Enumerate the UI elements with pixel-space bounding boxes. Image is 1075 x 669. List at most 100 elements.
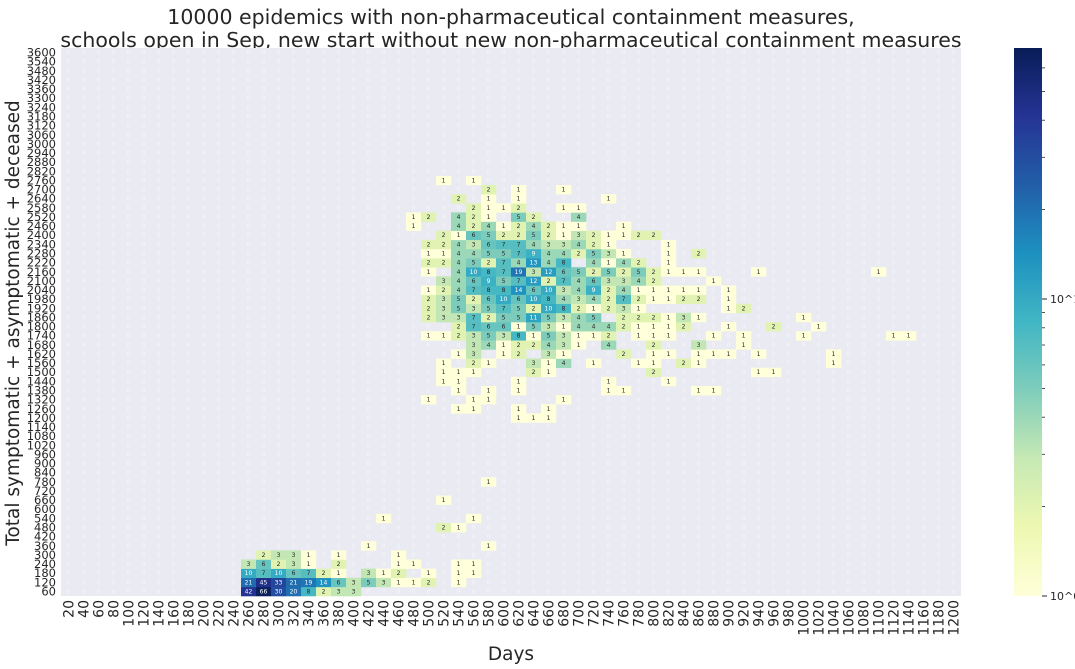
empty-cell-label: 0 [172,333,176,340]
empty-cell-label: 0 [172,232,176,239]
empty-cell-label: 0 [757,497,761,504]
empty-cell-label: 0 [907,451,911,458]
empty-cell-label: 0 [682,196,686,203]
empty-cell-label: 0 [877,86,881,93]
empty-cell-label: 0 [817,196,821,203]
empty-cell-label: 0 [592,433,596,440]
empty-cell-label: 0 [262,278,266,285]
empty-cell-label: 0 [367,333,371,340]
cell-value-label: 1 [562,187,566,194]
empty-cell-label: 0 [232,424,236,431]
empty-cell-label: 0 [97,305,101,312]
empty-cell-label: 0 [877,150,881,157]
empty-cell-label: 0 [472,378,476,385]
empty-cell-label: 0 [907,95,911,102]
empty-cell-label: 0 [727,506,731,513]
empty-cell-label: 0 [172,415,176,422]
cell-value-label: 3 [562,314,566,321]
cell-value-label: 8 [487,287,491,294]
empty-cell-label: 0 [802,406,806,413]
cell-value-label: 1 [697,314,701,321]
empty-cell-label: 0 [937,123,941,130]
empty-cell-label: 0 [862,525,866,532]
empty-cell-label: 0 [247,260,251,267]
empty-cell-label: 0 [922,205,926,212]
cell-value-label: 10 [275,570,283,577]
empty-cell-label: 0 [232,324,236,331]
empty-cell-label: 0 [202,497,206,504]
heatmap-cell [646,312,662,323]
heatmap-cell [421,212,437,222]
heatmap-cell [571,221,587,231]
cell-value-label: 1 [547,360,551,367]
empty-cell-label: 0 [802,479,806,486]
empty-cell-label: 0 [202,77,206,84]
heatmap-cell [631,294,647,305]
empty-cell-label: 0 [847,515,851,522]
y-tick-label: 300 [34,548,56,562]
heatmap-cell [571,212,587,222]
empty-cell-label: 0 [892,95,896,102]
empty-cell-label: 0 [712,86,716,93]
empty-cell-label: 0 [427,77,431,84]
empty-cell-label: 0 [187,132,191,139]
cell-value-label: 6 [562,269,566,276]
empty-cell-label: 0 [907,287,911,294]
empty-cell-label: 0 [577,177,581,184]
empty-cell-label: 0 [667,150,671,157]
empty-cell-label: 0 [337,114,341,121]
empty-cell-label: 0 [727,214,731,221]
empty-cell-label: 0 [682,68,686,75]
empty-cell-label: 0 [457,342,461,349]
empty-cell-label: 0 [937,86,941,93]
empty-cell-label: 0 [277,104,281,111]
cell-value-label: 1 [877,269,881,276]
empty-cell-label: 0 [487,132,491,139]
empty-cell-label: 0 [277,342,281,349]
empty-cell-label: 0 [142,561,146,568]
empty-cell-label: 0 [622,95,626,102]
empty-cell-label: 0 [832,86,836,93]
empty-cell-label: 0 [682,77,686,84]
cell-value-label: 4 [577,314,581,321]
empty-cell-label: 0 [232,232,236,239]
empty-cell-label: 0 [817,159,821,166]
cell-value-label: 1 [652,324,656,331]
empty-cell-label: 0 [412,314,416,321]
empty-cell-label: 0 [172,50,176,57]
empty-cell-label: 0 [532,150,536,157]
empty-cell-label: 0 [427,123,431,130]
empty-cell-label: 0 [517,177,521,184]
empty-cell-label: 0 [427,168,431,175]
empty-cell-label: 0 [472,150,476,157]
empty-cell-label: 0 [97,214,101,221]
cell-value-label: 1 [502,351,506,358]
empty-cell-label: 0 [172,588,176,595]
empty-cell-label: 0 [877,159,881,166]
cell-value-label: 2 [652,342,656,349]
empty-cell-label: 0 [367,451,371,458]
empty-cell-label: 0 [697,232,701,239]
empty-cell-label: 0 [232,525,236,532]
empty-cell-label: 0 [607,433,611,440]
heatmap-cell [481,267,497,277]
empty-cell-label: 0 [607,314,611,321]
x-tick-label: 340 [302,600,318,627]
empty-cell-label: 0 [772,177,776,184]
empty-cell-label: 0 [292,461,296,468]
empty-cell-label: 0 [292,351,296,358]
empty-cell-label: 0 [232,570,236,577]
empty-cell-label: 0 [232,260,236,267]
empty-cell-label: 0 [592,351,596,358]
empty-cell-label: 0 [892,451,896,458]
empty-cell-label: 0 [127,104,131,111]
empty-cell-label: 0 [892,305,896,312]
empty-cell-label: 0 [892,214,896,221]
empty-cell-label: 0 [187,187,191,194]
empty-cell-label: 0 [322,442,326,449]
empty-cell-label: 0 [97,314,101,321]
heatmap-cell [646,285,662,295]
empty-cell-label: 0 [202,214,206,221]
heatmap-cell [751,349,767,359]
empty-cell-label: 0 [607,470,611,477]
